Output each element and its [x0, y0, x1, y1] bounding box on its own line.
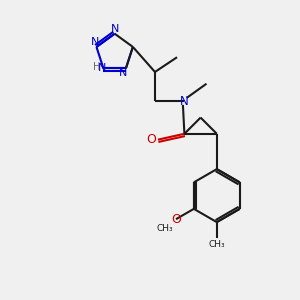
Text: CH₃: CH₃	[157, 224, 173, 233]
Text: N: N	[180, 95, 189, 108]
Text: N: N	[119, 68, 127, 78]
Text: CH₃: CH₃	[208, 240, 225, 249]
Text: N: N	[110, 24, 119, 34]
Text: O: O	[171, 213, 181, 226]
Text: N: N	[98, 63, 106, 73]
Text: O: O	[146, 133, 156, 146]
Text: H: H	[93, 62, 100, 72]
Text: N: N	[91, 37, 99, 47]
